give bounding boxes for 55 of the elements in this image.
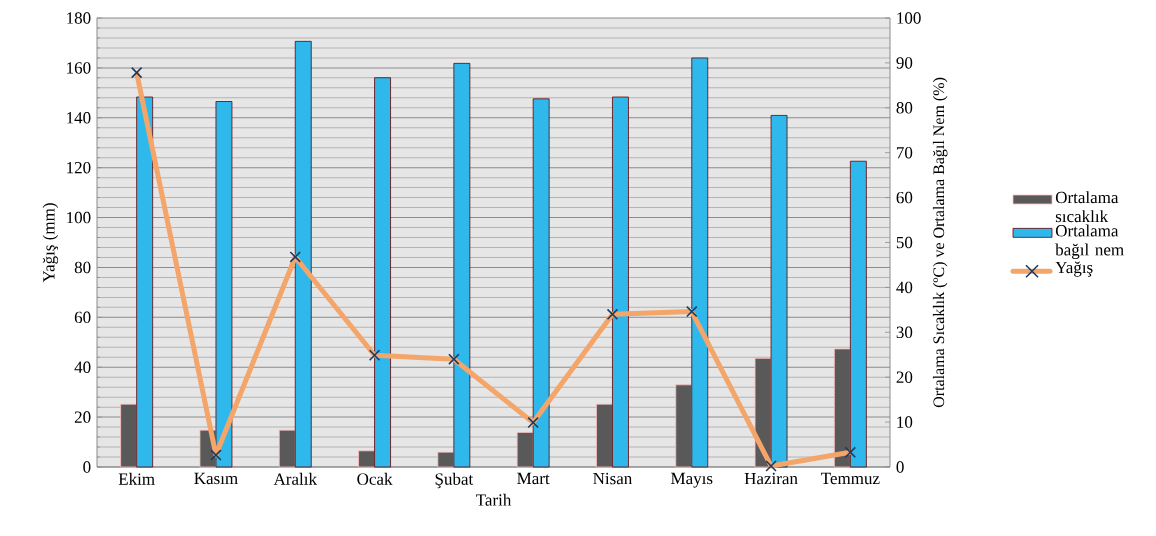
bar	[532, 98, 550, 468]
legend-label: Ortalama bağıl nem	[1055, 224, 1124, 260]
y2-tick-label: 90	[896, 57, 913, 69]
x-tick-label: Şubat	[435, 472, 474, 489]
y-tick-label: 0	[83, 461, 91, 473]
bar	[833, 348, 851, 468]
y-tick-label: 180	[67, 12, 91, 24]
legend-label: Ortalama sıcaklık	[1055, 191, 1119, 223]
x-tick-label: Kasım	[194, 472, 238, 485]
x-tick-label: Aralık	[273, 472, 317, 485]
y-tick-label: 80	[74, 261, 91, 274]
y-tick-label: 40	[74, 361, 91, 373]
x-tick-label: Mayıs	[670, 472, 713, 488]
bar	[453, 62, 471, 468]
x-tick-label: Ocak	[357, 472, 393, 485]
y2-tick-label: 60	[896, 191, 913, 204]
bar	[770, 115, 788, 468]
bar	[374, 77, 391, 468]
y-tick-label: 60	[74, 311, 91, 324]
bar	[136, 96, 154, 468]
legend-label: Yağış	[1055, 261, 1093, 277]
y-tick-label: 20	[74, 411, 91, 423]
y2-tick-label: 50	[896, 236, 913, 249]
y2-axis-title: Ortalama Sıcaklık (ºC) ve Ortalama Bağıl Nem (%)	[932, 77, 948, 408]
y2-tick-label: 80	[896, 102, 913, 114]
y2-tick-label: 10	[897, 416, 913, 428]
bar	[437, 451, 455, 468]
y-axis-title: Yağış (mm)	[42, 203, 59, 283]
bar	[675, 384, 693, 468]
x-tick-label: Mart	[517, 472, 550, 485]
bar	[120, 403, 138, 468]
y2-tick-label: 30	[896, 326, 913, 339]
x-tick-label: Temmuz	[821, 472, 880, 485]
y2-tick-label: 0	[896, 461, 904, 473]
bar	[215, 101, 233, 468]
bar	[849, 160, 867, 468]
bar	[596, 403, 613, 468]
y2-tick-label: 20	[896, 371, 913, 383]
y2-tick-label: 70	[896, 146, 913, 159]
x-tick-label: Haziran	[744, 472, 798, 485]
y-tick-label: 140	[67, 112, 91, 124]
x-tick-label: Ekim	[118, 472, 155, 485]
x-tick-label: Nisan	[593, 472, 633, 485]
y2-tick-label: 100	[897, 12, 921, 24]
y-tick-label: 100	[67, 211, 91, 224]
y-tick-label: 160	[67, 62, 91, 74]
x-axis-title: Tarih	[476, 493, 512, 506]
bar	[691, 57, 709, 468]
bar	[294, 40, 312, 468]
bar	[358, 450, 375, 468]
y2-tick-label: 40	[896, 281, 913, 294]
bar	[516, 432, 534, 468]
bar	[612, 96, 629, 468]
y-tick-label: 120	[67, 161, 91, 174]
bar	[278, 429, 296, 468]
